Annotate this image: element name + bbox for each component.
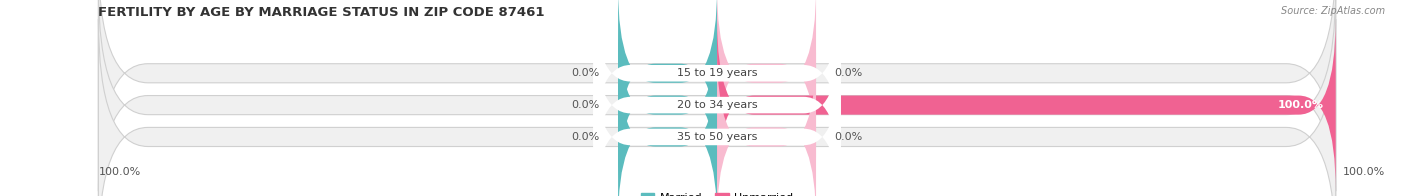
Text: 0.0%: 0.0% <box>571 100 599 110</box>
FancyBboxPatch shape <box>98 19 1336 196</box>
Text: 100.0%: 100.0% <box>1343 167 1385 178</box>
FancyBboxPatch shape <box>98 0 1336 196</box>
Text: 15 to 19 years: 15 to 19 years <box>676 68 758 78</box>
Text: 0.0%: 0.0% <box>571 132 599 142</box>
Text: 0.0%: 0.0% <box>571 68 599 78</box>
Text: 20 to 34 years: 20 to 34 years <box>676 100 758 110</box>
Text: 100.0%: 100.0% <box>1277 100 1323 110</box>
FancyBboxPatch shape <box>619 51 717 196</box>
FancyBboxPatch shape <box>593 50 841 196</box>
Text: 0.0%: 0.0% <box>835 132 863 142</box>
Text: Source: ZipAtlas.com: Source: ZipAtlas.com <box>1281 6 1385 16</box>
FancyBboxPatch shape <box>98 0 1336 191</box>
Text: 100.0%: 100.0% <box>98 167 141 178</box>
Text: 0.0%: 0.0% <box>835 68 863 78</box>
FancyBboxPatch shape <box>717 19 1336 191</box>
Legend: Married, Unmarried: Married, Unmarried <box>641 193 793 196</box>
FancyBboxPatch shape <box>593 0 841 161</box>
FancyBboxPatch shape <box>717 0 815 159</box>
Text: FERTILITY BY AGE BY MARRIAGE STATUS IN ZIP CODE 87461: FERTILITY BY AGE BY MARRIAGE STATUS IN Z… <box>98 6 546 19</box>
FancyBboxPatch shape <box>619 0 717 159</box>
Text: 35 to 50 years: 35 to 50 years <box>676 132 758 142</box>
FancyBboxPatch shape <box>593 18 841 192</box>
FancyBboxPatch shape <box>717 51 815 196</box>
FancyBboxPatch shape <box>619 19 717 191</box>
